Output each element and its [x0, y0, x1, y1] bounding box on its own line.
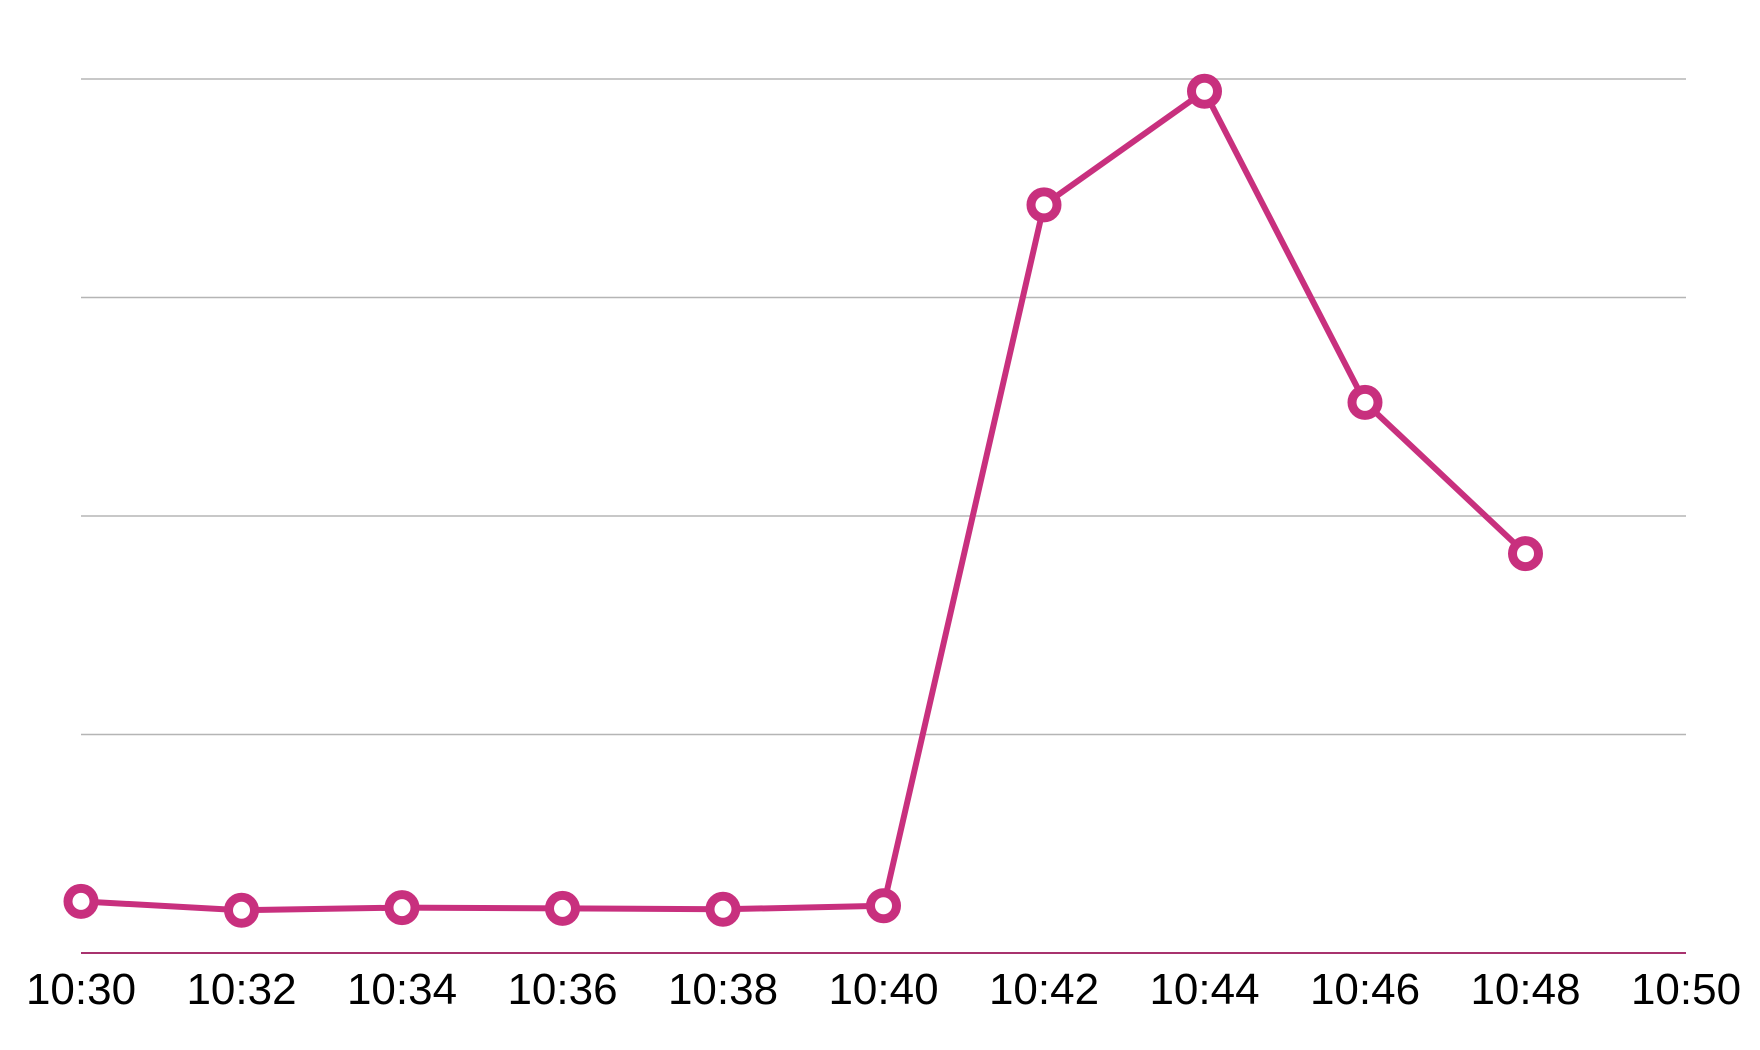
x-tick-label-1036: 10:36: [507, 965, 617, 1014]
points-layer: [63, 73, 1543, 928]
data-point-1046: [1347, 384, 1383, 420]
x-axis-ticks: 10:30 10:32 10:34 10:36 10:38 10:40 10:42 10:44…: [26, 965, 1741, 1014]
x-tick-label-1050: 10:50: [1631, 965, 1741, 1014]
series-line-0: [78, 88, 1529, 914]
data-point-1032: [224, 892, 259, 928]
series-layer: [78, 88, 1529, 914]
x-tick-label-1042: 10:42: [989, 965, 1099, 1014]
data-point-1042: [1026, 187, 1062, 223]
x-tick-label-1044: 10:44: [1149, 965, 1259, 1014]
data-point-1036: [545, 890, 580, 926]
x-tick-label-1034: 10:34: [347, 965, 457, 1014]
data-point-1030: [63, 883, 99, 919]
x-tick-label-1030: 10:30: [26, 965, 136, 1014]
x-tick-label-1032: 10:32: [186, 965, 296, 1014]
x-tick-label-1038: 10:38: [668, 965, 778, 1014]
x-tick-label-1040: 10:40: [828, 965, 938, 1014]
x-tick-label-1048: 10:48: [1470, 965, 1580, 1014]
data-point-1044: [1187, 73, 1222, 109]
data-point-1040: [866, 888, 901, 924]
data-point-1038: [705, 891, 741, 927]
grid-layer: [81, 78, 1686, 954]
x-tick-label-1046: 10:46: [1310, 965, 1420, 1014]
data-point-1034: [384, 890, 420, 926]
data-point-1048: [1508, 536, 1543, 572]
